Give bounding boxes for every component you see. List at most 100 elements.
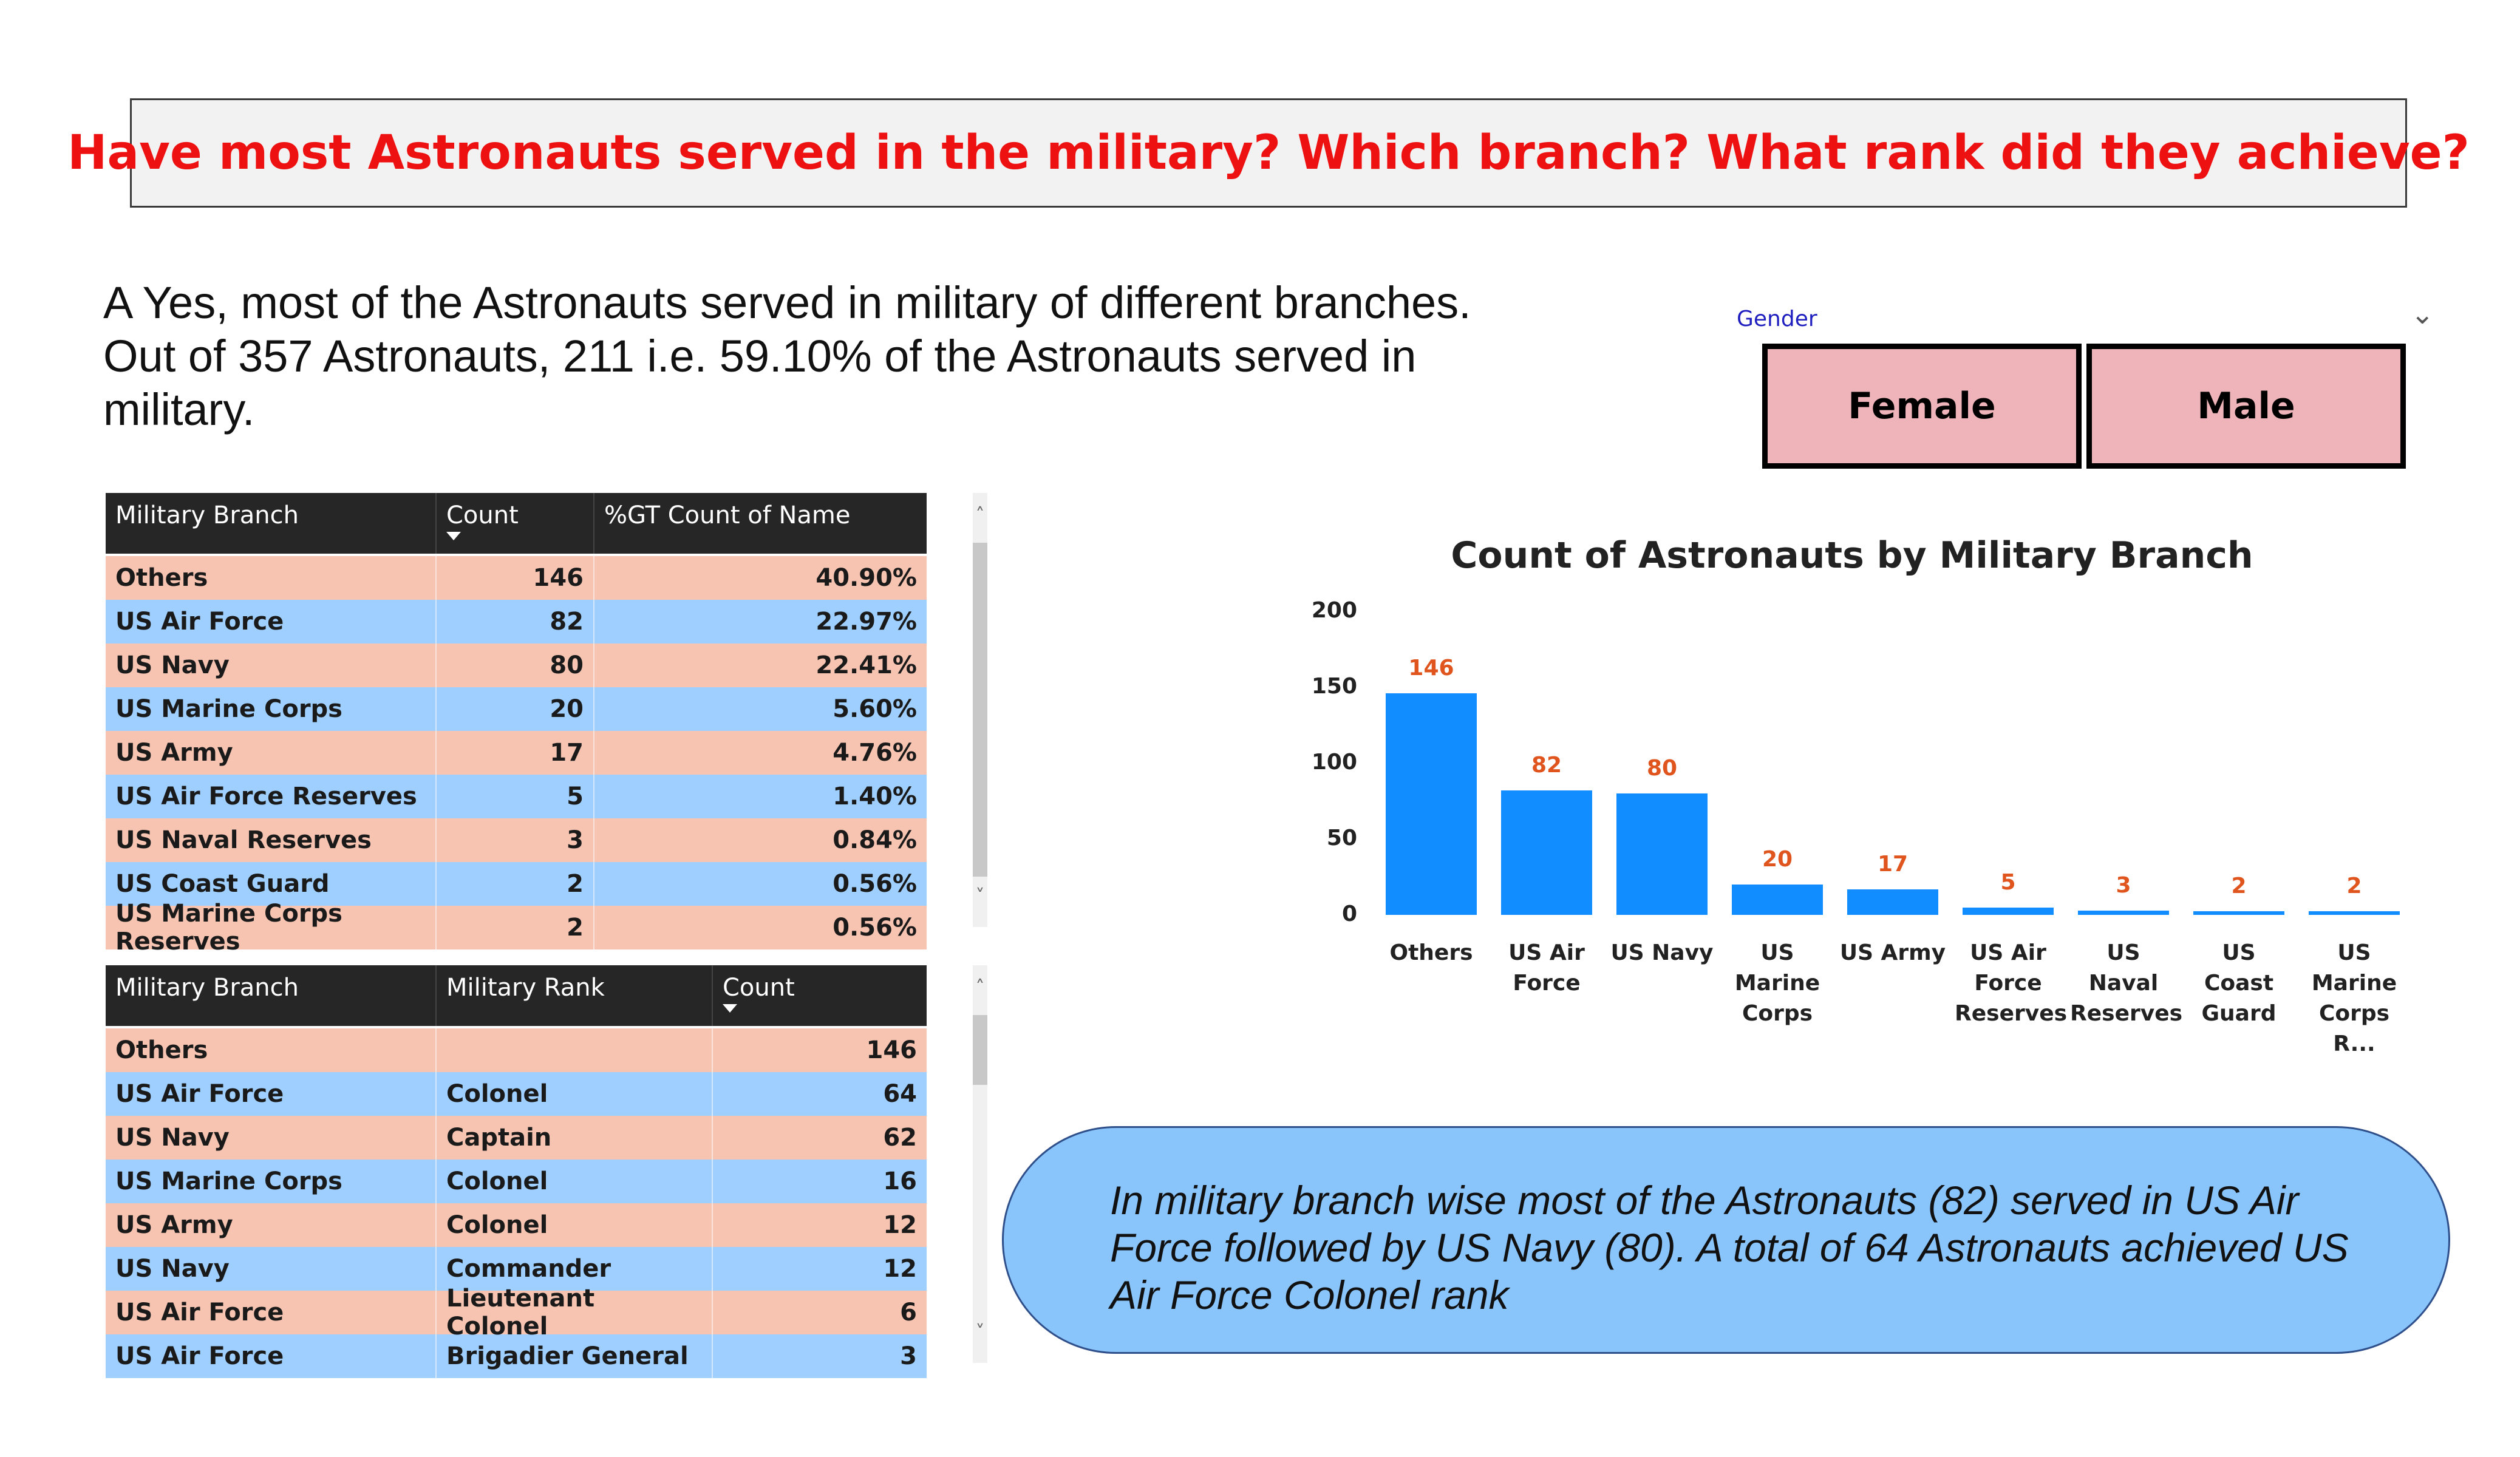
y-tick-label: 50: [1326, 826, 1357, 851]
bar[interactable]: [1501, 790, 1592, 915]
column-header-rank[interactable]: Military Rank: [437, 965, 713, 1026]
table-row[interactable]: US Air Force Reserves 5 1.40%: [106, 775, 927, 818]
table-row[interactable]: US Army Colonel 12: [106, 1203, 927, 1247]
scroll-up-icon[interactable]: ˄: [975, 977, 985, 998]
y-tick-label: 0: [1341, 902, 1357, 926]
table-cell: 2: [437, 906, 594, 949]
table-cell: Others: [106, 556, 437, 600]
table-cell: 3: [900, 1342, 917, 1370]
table-row[interactable]: US Army 17 4.76%: [106, 731, 927, 775]
x-tick-label-line: Others: [1389, 940, 1473, 965]
table-cell: US Army: [106, 731, 437, 775]
intro-line-2: Out of 357 Astronauts, 211 i.e. 59.10% o…: [103, 331, 1417, 381]
scroll-thumb[interactable]: [973, 543, 987, 877]
bar[interactable]: [1616, 793, 1708, 915]
table-cell: 1.40%: [833, 783, 917, 810]
table-row[interactable]: US Air Force Colonel 64: [106, 1072, 927, 1116]
table-cell: 20: [437, 687, 594, 731]
data-label: 3: [2116, 872, 2131, 898]
scroll-up-icon[interactable]: ˄: [975, 504, 985, 526]
x-tick-label-line: Marine: [2311, 971, 2397, 996]
table-header: Military Branch Military Rank Count: [106, 965, 927, 1026]
table-cell: US Air Force: [106, 1291, 437, 1334]
x-tick-label-line: US Naval: [2088, 940, 2159, 996]
y-tick-label: 100: [1311, 750, 1357, 775]
table-cell: US Naval Reserves: [106, 818, 437, 862]
column-header-count[interactable]: Count: [437, 493, 594, 554]
intro-line-3: military.: [103, 384, 255, 435]
column-header-branch[interactable]: Military Branch: [106, 493, 437, 554]
table-cell: US Navy: [106, 1247, 437, 1291]
intro-line-1: A Yes, most of the Astronauts served in …: [103, 277, 1471, 328]
table-cell: US Air Force: [106, 1072, 437, 1116]
table-cell: 16: [883, 1167, 917, 1195]
bar[interactable]: [2309, 911, 2400, 915]
table-cell: 6: [900, 1299, 917, 1326]
column-header-count[interactable]: Count: [713, 965, 927, 1026]
slicer-option-female[interactable]: Female: [1762, 344, 2082, 469]
table-cell: Others: [106, 1028, 437, 1072]
data-label: 80: [1646, 756, 1678, 781]
slicer-label: Gender: [1737, 307, 1817, 331]
slicer-option-male[interactable]: Male: [2086, 344, 2406, 469]
table-row[interactable]: US Navy Commander 12: [106, 1247, 927, 1291]
table-cell: 17: [437, 731, 594, 775]
data-label: 2: [2346, 874, 2362, 898]
x-tick-label-line: Force: [1513, 971, 1581, 996]
column-header-count-label: Count: [723, 974, 795, 1002]
table-body: Others 146 40.90% US Air Force 82 22.97% US Na…: [106, 556, 927, 956]
chevron-down-icon[interactable]: ⌄: [2411, 297, 2434, 330]
data-label: 20: [1762, 847, 1793, 872]
column-header-pct[interactable]: %GT Count of Name: [604, 501, 851, 529]
x-tick-label-line: US Army: [1839, 940, 1946, 965]
table-row[interactable]: Others 146: [106, 1028, 927, 1072]
bar[interactable]: [2078, 910, 2169, 915]
table-row[interactable]: US Air Force Lieutenant Colonel 6: [106, 1285, 927, 1340]
table-row[interactable]: US Navy Captain 62: [106, 1116, 927, 1160]
x-tick-label-line: Reserves: [2070, 1001, 2183, 1026]
branch-rank-table: Military Branch Military Rank Count Othe…: [106, 965, 927, 1378]
table-row[interactable]: US Marine Corps Reserves 2 0.56%: [106, 900, 927, 956]
chart-title: Count of Astronauts by Military Branch: [1451, 534, 2253, 577]
table1-scrollbar[interactable]: ˄ ˅: [973, 493, 987, 927]
table-cell: US Air Force: [106, 1334, 437, 1378]
table-row[interactable]: US Marine Corps Colonel 16: [106, 1160, 927, 1203]
page-title: Have most Astronauts served in the milit…: [67, 126, 2470, 180]
sort-desc-icon: [723, 1004, 737, 1013]
data-label: 17: [1877, 851, 1909, 877]
table-cell: 82: [437, 600, 594, 644]
x-tick-label: US Air Force Reserves: [1955, 938, 2067, 1029]
scroll-down-icon[interactable]: ˅: [975, 886, 985, 907]
x-tick-label-line: US: [1760, 940, 1794, 965]
table-row[interactable]: US Coast Guard 2 0.56%: [106, 862, 927, 906]
table-cell: 146: [866, 1036, 918, 1064]
table-row[interactable]: US Air Force Brigadier General 3: [106, 1334, 927, 1378]
bar[interactable]: [1732, 885, 1823, 915]
bar[interactable]: [1847, 889, 1938, 915]
table-row[interactable]: US Air Force 82 22.97%: [106, 600, 927, 644]
scroll-down-icon[interactable]: ˅: [975, 1322, 985, 1343]
table-cell: 2: [437, 862, 594, 906]
table-cell: Colonel: [437, 1160, 713, 1203]
table2-scrollbar[interactable]: ˄ ˅: [973, 965, 987, 1363]
column-header-branch[interactable]: Military Branch: [106, 965, 437, 1026]
bar[interactable]: [2193, 911, 2284, 915]
table-cell: Colonel: [437, 1072, 713, 1116]
scroll-thumb[interactable]: [973, 1015, 987, 1085]
x-tick-label: Others: [1378, 938, 1485, 968]
y-tick-label: 150: [1311, 674, 1357, 699]
table-row[interactable]: US Navy 80 22.41%: [106, 644, 927, 687]
x-tick-label-line: Corps R...: [2318, 1001, 2390, 1056]
table-cell: 4.76%: [833, 739, 917, 767]
table-cell: 12: [883, 1211, 917, 1239]
x-tick-label-line: Corps: [1742, 1001, 1813, 1026]
y-tick-label: 200: [1311, 598, 1357, 623]
bar[interactable]: [1963, 907, 2054, 915]
bar[interactable]: [1386, 693, 1477, 915]
data-label: 5: [2000, 869, 2016, 895]
x-tick-label-line: Force: [1974, 971, 2042, 996]
insight-callout: In military branch wise most of the Astr…: [1002, 1126, 2450, 1354]
table-row[interactable]: US Marine Corps 20 5.60%: [106, 687, 927, 731]
table-row[interactable]: US Naval Reserves 3 0.84%: [106, 818, 927, 862]
table-row[interactable]: Others 146 40.90%: [106, 556, 927, 600]
